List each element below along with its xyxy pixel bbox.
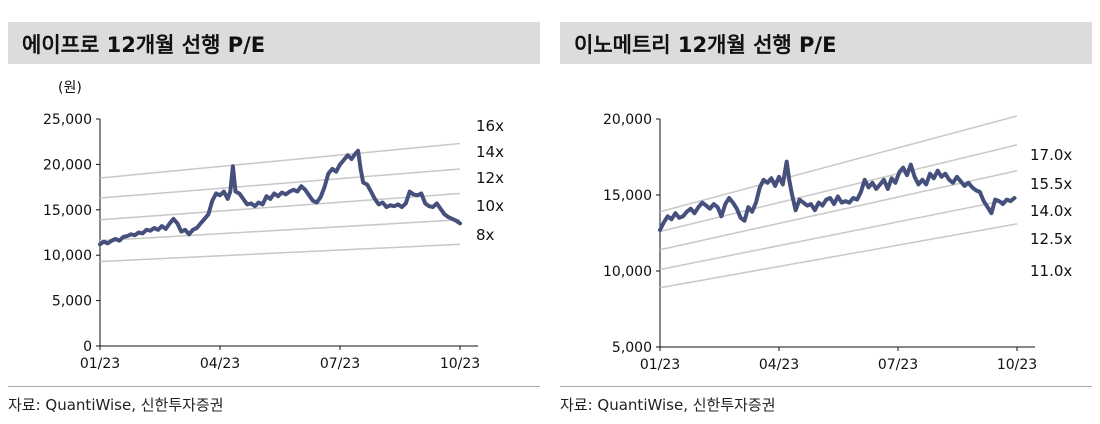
y-tick-label: 25,000 bbox=[43, 112, 92, 128]
chart-title: 에이프로 12개월 선행 P/E bbox=[22, 33, 266, 57]
x-tick-label: 01/23 bbox=[640, 357, 680, 373]
pe-band-line bbox=[659, 197, 1018, 271]
chart-title-bar: 에이프로 12개월 선행 P/E bbox=[8, 22, 540, 64]
pe-band-line bbox=[99, 243, 461, 263]
x-tick-label: 01/23 bbox=[80, 356, 120, 372]
pe-band-label: 11.0x bbox=[1030, 262, 1072, 280]
pe-band-label: 14.0x bbox=[1030, 202, 1072, 220]
chart-panel-aprogen: 에이프로 12개월 선행 P/E (원) 0 5,000 10,000 15,000 20… bbox=[8, 0, 540, 424]
x-tick-label: 04/23 bbox=[200, 356, 240, 372]
pe-band-label: 8x bbox=[476, 226, 495, 244]
pe-band-label: 12.5x bbox=[1030, 230, 1072, 248]
chart-panel-innometry: 이노메트리 12개월 선행 P/E 5,000 10,000 15,000 20,00… bbox=[560, 0, 1092, 424]
y-tick-label: 15,000 bbox=[603, 188, 652, 204]
pe-band-line bbox=[99, 192, 461, 221]
pe-band-label: 12x bbox=[476, 169, 504, 187]
chart-plot-aprogen: (원) 0 5,000 10,000 15,000 20,000 25,000 01/23 04… bbox=[43, 80, 504, 372]
source-note: 자료: QuantiWise, 신한투자증권 bbox=[8, 396, 224, 414]
x-tick-label: 04/23 bbox=[759, 357, 799, 373]
price-series-line bbox=[98, 148, 462, 247]
source-divider bbox=[560, 386, 1092, 387]
pe-band-line bbox=[99, 142, 461, 179]
pe-band-line bbox=[659, 223, 1018, 289]
chart-title: 이노메트리 12개월 선행 P/E bbox=[574, 33, 837, 57]
chart-plot-innometry: 5,000 10,000 15,000 20,000 01/23 04/23 07/23 10… bbox=[603, 112, 1072, 373]
x-tick-label: 10/23 bbox=[440, 356, 480, 372]
pe-band-line bbox=[659, 144, 1018, 233]
pe-band-line bbox=[659, 169, 1018, 251]
y-tick-label: 15,000 bbox=[43, 203, 92, 219]
y-axis-unit: (원) bbox=[58, 80, 82, 96]
y-tick-label: 10,000 bbox=[43, 248, 92, 264]
y-tick-label: 0 bbox=[83, 339, 92, 355]
y-tick-label: 5,000 bbox=[612, 340, 652, 356]
x-tick-label: 07/23 bbox=[320, 356, 360, 372]
pe-band-label: 10x bbox=[476, 197, 504, 215]
pe-band-label: 16x bbox=[476, 117, 504, 135]
pe-band-label: 15.5x bbox=[1030, 175, 1072, 193]
pe-band-line bbox=[99, 168, 461, 199]
pe-band-label: 17.0x bbox=[1030, 146, 1072, 164]
y-tick-label: 20,000 bbox=[43, 157, 92, 173]
source-divider bbox=[8, 386, 540, 387]
pe-band-label: 14x bbox=[476, 143, 504, 161]
y-tick-label: 5,000 bbox=[52, 294, 92, 310]
x-tick-label: 07/23 bbox=[878, 357, 918, 373]
y-tick-label: 20,000 bbox=[603, 112, 652, 128]
source-note: 자료: QuantiWise, 신한투자증권 bbox=[560, 396, 776, 414]
price-series-line bbox=[658, 159, 1017, 232]
y-tick-label: 10,000 bbox=[603, 264, 652, 280]
pe-band-line bbox=[99, 219, 461, 242]
chart-title-bar: 이노메트리 12개월 선행 P/E bbox=[560, 22, 1092, 64]
pe-band-line bbox=[659, 115, 1018, 213]
x-tick-label: 10/23 bbox=[997, 357, 1037, 373]
